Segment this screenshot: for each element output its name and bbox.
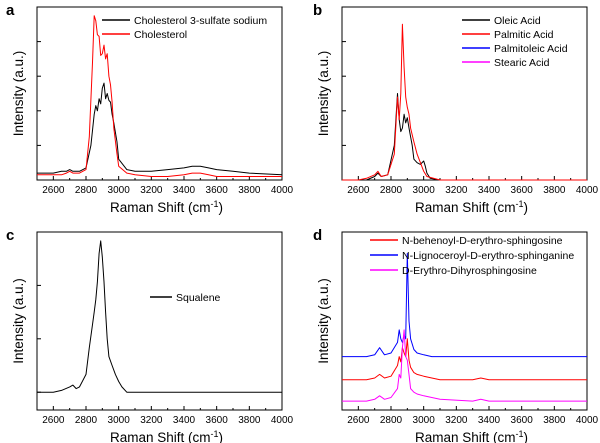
legend: N-behenoyl-D-erythro-sphingosine N-Lignoc…	[370, 235, 574, 277]
legend-label: Oleic Acid	[494, 15, 541, 27]
x-tick-label: 2600	[42, 415, 65, 426]
panel-label: a	[6, 2, 15, 19]
legend-label: D-Erythro-Dihyrosphingosine	[402, 265, 537, 277]
plot-frame	[341, 231, 588, 411]
x-tick-label: 3400	[478, 185, 501, 196]
legend-label: Squalene	[176, 292, 221, 304]
legend-label: Cholesterol	[134, 29, 187, 41]
x-axis-title-close: )	[524, 430, 529, 443]
x-tick-label: 2800	[380, 185, 403, 196]
x-tick-label: 2800	[75, 415, 98, 426]
legend-label: Palmitic Acid	[494, 29, 554, 41]
x-axis-title-superscript: -1	[516, 199, 524, 209]
x-tick-label: 3600	[206, 415, 229, 426]
x-tick-label: 3400	[173, 185, 196, 196]
x-axis-title: Raman Shift (cm-1)	[415, 199, 528, 215]
x-tick-label: 4000	[576, 415, 599, 426]
x-axis-title-close: )	[219, 430, 224, 443]
series-line-1	[342, 252, 587, 358]
legend-label: N-behenoyl-D-erythro-sphingosine	[402, 235, 563, 247]
x-tick-label: 3800	[543, 185, 566, 196]
series-line-0	[342, 338, 587, 381]
x-axis-title-close: )	[524, 200, 529, 215]
x-axis-title: Raman Shift (cm-1)	[110, 199, 223, 215]
x-tick-label: 3000	[413, 415, 436, 426]
x-tick-label: 4000	[271, 185, 294, 196]
x-tick-label: 4000	[576, 185, 599, 196]
x-tick-label: 3200	[445, 185, 468, 196]
panel-label: b	[313, 2, 322, 19]
x-tick-label: 2800	[380, 415, 403, 426]
series-line-1	[342, 23, 587, 181]
y-axis-title: Intensity (a.u.)	[316, 278, 331, 364]
x-tick-label: 3200	[140, 185, 163, 196]
x-tick-label: 3400	[173, 415, 196, 426]
y-axis-title: Intensity (a.u.)	[316, 51, 331, 137]
x-axis-title-superscript: -1	[516, 429, 524, 439]
series-line-0	[37, 240, 282, 393]
legend: Oleic Acid Palmitic Acid Palmitoleic Acid S…	[462, 15, 568, 69]
legend-label: N-Lignoceroyl-D-erythro-sphinganine	[402, 250, 574, 262]
x-tick-label: 2600	[347, 415, 370, 426]
x-tick-label: 2600	[42, 185, 65, 196]
panel-c: c 2600 2800 3000 3200 3400 3600 3800 4000 Raman S…	[6, 227, 294, 443]
x-axis-title-text: Raman Shift (cm	[110, 430, 211, 443]
x-tick-label: 3800	[543, 415, 566, 426]
x-tick-label: 2800	[75, 185, 98, 196]
panel-d: d 2600 2800 3000 3200 3400 3600 3800 4000 Raman S…	[313, 227, 599, 443]
x-axis-title-text: Raman Shift (cm	[415, 200, 516, 215]
x-tick-label: 3000	[413, 185, 436, 196]
x-tick-label: 3200	[445, 415, 468, 426]
x-tick-label: 3000	[108, 185, 131, 196]
x-axis-title-text: Raman Shift (cm	[110, 200, 211, 215]
x-axis-title-close: )	[219, 200, 224, 215]
legend-label: Palmitoleic Acid	[494, 43, 568, 55]
plot-frame	[36, 6, 283, 181]
x-tick-label: 3800	[238, 185, 261, 196]
series-line-1	[37, 15, 282, 177]
series-line-2	[342, 329, 587, 402]
legend-label: Cholesterol 3-sulfate sodium	[134, 15, 267, 27]
x-tick-label: 4000	[271, 415, 294, 426]
legend: Cholesterol 3-sulfate sodium Cholesterol	[102, 15, 267, 41]
legend: Squalene	[150, 292, 221, 304]
panel-a: a 2600 2800 3000 3200 3400 3600 3800 4000 Raman S…	[6, 2, 294, 215]
x-tick-label: 3600	[511, 185, 534, 196]
x-axis-title-superscript: -1	[211, 199, 219, 209]
x-tick-label: 3200	[140, 415, 163, 426]
y-axis-title: Intensity (a.u.)	[11, 51, 26, 137]
x-tick-label: 2600	[347, 185, 370, 196]
x-axis-title-superscript: -1	[211, 429, 219, 439]
panel-b: b 2600 2800 3000 3200 3400 3600 3800 4000 Raman S…	[313, 2, 599, 215]
x-tick-label: 3600	[206, 185, 229, 196]
x-axis-title: Raman Shift (cm-1)	[110, 429, 223, 443]
x-tick-label: 3400	[478, 415, 501, 426]
series-line-0	[37, 82, 283, 176]
x-axis-title: Raman Shift (cm-1)	[415, 429, 528, 443]
x-tick-label: 3800	[238, 415, 261, 426]
y-axis-title: Intensity (a.u.)	[11, 278, 26, 364]
series-line-0	[342, 93, 587, 181]
panel-label: d	[313, 227, 322, 244]
plot-frame	[36, 231, 283, 411]
x-axis-title-text: Raman Shift (cm	[415, 430, 516, 443]
x-tick-label: 3000	[108, 415, 131, 426]
panel-label: c	[6, 227, 14, 244]
legend-label: Stearic Acid	[494, 57, 550, 69]
x-tick-label: 3600	[511, 415, 534, 426]
